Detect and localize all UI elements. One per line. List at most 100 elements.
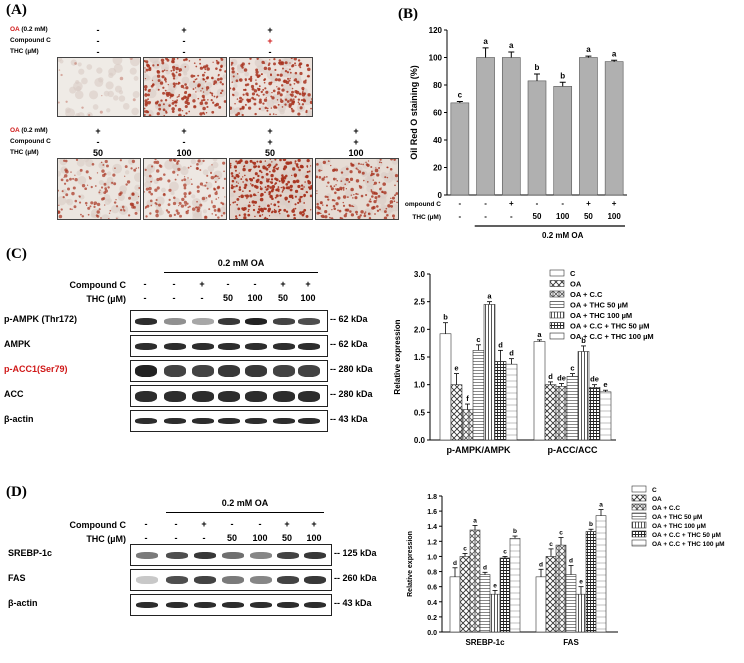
lipid-droplet — [237, 175, 240, 178]
cell-body — [213, 170, 223, 180]
lipid-droplet — [201, 87, 204, 90]
lipid-droplet — [197, 206, 201, 210]
lipid-droplet — [367, 160, 370, 162]
lipid-droplet — [355, 167, 358, 170]
lipid-droplet — [171, 107, 175, 111]
lipid-droplet — [290, 93, 294, 97]
lipid-droplet — [290, 107, 293, 110]
cell-body — [65, 199, 70, 204]
lipid-droplet — [255, 79, 257, 81]
cell-body — [363, 208, 373, 218]
lipid-droplet — [279, 159, 282, 162]
lipid-droplet — [63, 182, 67, 185]
lipid-droplet — [190, 178, 192, 180]
lipid-droplet — [149, 101, 152, 103]
thc-row-label-2: THC (µM) — [10, 149, 39, 156]
lipid-droplet — [295, 64, 297, 66]
cell-body — [118, 90, 124, 95]
lipid-droplet — [84, 201, 88, 205]
lipid-droplet — [202, 159, 205, 163]
lipid-droplet — [164, 78, 167, 82]
lipid-droplet — [102, 197, 106, 200]
lipid-droplet — [267, 67, 271, 71]
lipid-droplet — [188, 60, 191, 62]
lipid-droplet — [258, 205, 261, 208]
bar — [566, 376, 579, 441]
lipid-droplet — [350, 163, 354, 167]
micrograph-cc-thc100-image — [316, 159, 398, 219]
lipid-droplet — [309, 100, 312, 105]
cell-body — [100, 214, 111, 219]
lipid-droplet — [176, 211, 180, 215]
cell-body — [190, 159, 197, 165]
lipid-droplet — [307, 180, 312, 185]
lipid-droplet — [310, 98, 312, 100]
category-label: FAS — [563, 638, 579, 647]
lipid-droplet — [206, 105, 209, 109]
lipid-droplet — [58, 210, 60, 214]
lipid-droplet — [211, 164, 213, 166]
bar — [577, 351, 590, 441]
compound-c-sign: + — [199, 279, 205, 289]
lipid-droplet — [258, 107, 261, 111]
lipid-droplet — [235, 217, 238, 219]
lipid-droplet — [166, 93, 170, 97]
panel-c-label: (C) — [6, 246, 27, 262]
legend-label: OA + THC 100 µM — [570, 311, 632, 320]
lipid-droplet — [288, 105, 292, 109]
lipid-droplet — [289, 184, 293, 189]
oa-sign: + — [181, 25, 187, 35]
cell-body — [77, 112, 85, 116]
lipid-droplet — [295, 90, 300, 95]
lipid-droplet — [257, 174, 260, 178]
bar — [555, 544, 567, 633]
significance-letter: d — [498, 340, 503, 349]
lipid-droplet — [302, 98, 306, 102]
cell-body — [113, 95, 119, 101]
bar — [545, 556, 557, 633]
lipid-droplet — [144, 99, 148, 103]
lipid-droplet — [144, 109, 149, 114]
lipid-droplet — [269, 194, 273, 199]
lipid-droplet — [289, 83, 292, 86]
protein-band — [222, 576, 244, 584]
lipid-droplet — [155, 160, 160, 165]
lipid-droplet — [164, 89, 167, 92]
lipid-droplet — [336, 179, 338, 182]
lipid-droplet — [293, 79, 296, 82]
blot-strip — [130, 410, 328, 432]
kda-marker: -- 62 kDa — [330, 314, 368, 324]
lipid-droplet — [327, 160, 330, 162]
lipid-droplet — [286, 210, 289, 213]
lipid-droplet — [158, 203, 162, 207]
lipid-droplet — [230, 106, 233, 110]
lipid-droplet — [206, 174, 209, 177]
lipid-droplet — [192, 80, 196, 83]
protein-band — [222, 602, 244, 608]
lipid-droplet — [98, 191, 101, 194]
cell-body — [259, 200, 267, 208]
lipid-droplet — [205, 181, 208, 184]
lipid-droplet — [168, 214, 173, 218]
cell-body — [184, 178, 191, 186]
lipid-droplet — [340, 171, 344, 174]
lipid-droplet — [65, 100, 68, 103]
cell-body — [180, 166, 189, 176]
lipid-droplet — [299, 66, 302, 69]
lipid-droplet — [254, 98, 257, 101]
lipid-droplet — [144, 191, 145, 193]
protein-band — [298, 342, 320, 350]
protein-band — [298, 317, 320, 325]
cell-body — [70, 59, 77, 66]
compound-c-row-label: Compound C — [405, 201, 441, 208]
lipid-droplet — [62, 196, 65, 199]
bar — [599, 391, 612, 441]
lipid-droplet — [243, 186, 247, 190]
thc-dose: 100 — [252, 533, 268, 543]
cell-body — [83, 159, 89, 163]
compound-c-sign: - — [182, 36, 186, 46]
lipid-droplet — [176, 99, 179, 102]
significance-letter: b — [581, 336, 586, 345]
lipid-droplet — [243, 166, 245, 168]
lipid-droplet — [158, 107, 162, 111]
